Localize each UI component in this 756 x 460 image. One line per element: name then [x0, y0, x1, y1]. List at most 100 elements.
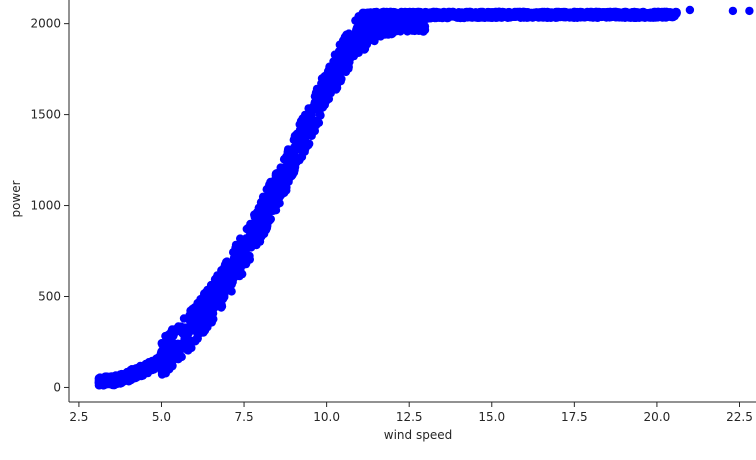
data-point: [603, 10, 612, 19]
y-tick-label: 1000: [30, 199, 61, 213]
y-axis-label: power: [9, 180, 23, 217]
data-point: [334, 47, 344, 56]
data-point: [197, 295, 206, 304]
data-point: [220, 292, 229, 302]
data-point: [276, 163, 285, 172]
data-point: [280, 188, 289, 198]
data-point: [180, 332, 189, 341]
data-point: [220, 279, 229, 288]
y-tick-label: 500: [38, 289, 61, 303]
data-point: [344, 63, 353, 72]
data-point: [299, 131, 308, 140]
x-axis-label: wind speed: [384, 428, 452, 442]
data-point: [537, 10, 546, 19]
data-point: [685, 5, 695, 15]
x-tick-label: 17.5: [561, 410, 588, 424]
data-point: [345, 43, 354, 52]
data-point: [487, 10, 496, 19]
data-point: [392, 26, 401, 35]
data-point: [235, 268, 244, 278]
data-point: [286, 158, 295, 167]
data-point: [307, 131, 316, 140]
x-tick-label: 7.5: [235, 410, 254, 424]
data-point: [418, 11, 427, 20]
data-point: [266, 197, 275, 207]
x-tick-label: 10.0: [313, 410, 340, 424]
data-point: [173, 351, 182, 360]
data-point: [244, 223, 253, 232]
data-point: [270, 178, 279, 187]
data-point: [127, 370, 136, 379]
y-tick-label: 1500: [30, 108, 61, 122]
x-tick-label: 22.5: [726, 410, 753, 424]
data-point: [193, 316, 202, 326]
data-point: [239, 246, 249, 256]
data-point: [319, 90, 328, 99]
data-point: [636, 10, 645, 19]
data-point: [157, 370, 167, 379]
data-point: [253, 223, 262, 232]
data-point: [94, 378, 103, 388]
data-point: [358, 26, 368, 36]
data-point: [360, 15, 369, 24]
data-point: [527, 11, 536, 20]
data-point: [154, 356, 163, 366]
data-point: [728, 6, 738, 16]
data-point: [180, 323, 189, 332]
data-point: [263, 221, 272, 231]
data-point: [147, 361, 156, 370]
data-point: [140, 365, 150, 374]
data-point: [233, 257, 242, 267]
data-point: [305, 117, 315, 127]
scatter-points: [94, 5, 754, 390]
data-point: [341, 32, 350, 41]
data-point: [264, 187, 273, 196]
data-point: [134, 367, 143, 377]
data-point: [428, 10, 437, 20]
x-tick-label: 15.0: [478, 410, 505, 424]
data-point: [553, 10, 562, 19]
data-point: [271, 169, 281, 179]
data-point: [365, 21, 374, 30]
data-point: [745, 6, 754, 16]
data-point: [160, 351, 169, 360]
data-point: [378, 15, 387, 25]
data-point: [520, 10, 529, 19]
data-point: [385, 14, 394, 23]
data-point: [361, 9, 371, 18]
data-point: [107, 376, 117, 386]
data-point: [192, 334, 202, 343]
data-point: [212, 273, 221, 283]
x-tick-label: 2.5: [69, 410, 88, 424]
data-point: [384, 20, 393, 29]
data-point: [333, 78, 342, 87]
data-point: [317, 74, 327, 83]
data-point: [660, 7, 669, 17]
data-point: [408, 11, 417, 20]
data-point: [416, 24, 425, 33]
data-point: [352, 34, 361, 43]
data-point: [272, 185, 282, 194]
data-point: [226, 268, 235, 278]
data-point: [372, 17, 381, 26]
data-point: [474, 10, 483, 19]
data-point: [362, 40, 372, 49]
data-point: [580, 9, 589, 19]
data-point: [397, 18, 406, 27]
data-point: [438, 10, 447, 20]
data-point: [206, 299, 216, 308]
data-point: [325, 64, 334, 74]
data-point: [504, 10, 513, 19]
data-point: [190, 303, 199, 312]
data-point: [167, 346, 176, 355]
x-tick-label: 20.0: [644, 410, 671, 424]
data-point: [259, 210, 269, 219]
data-point: [669, 10, 678, 19]
data-point: [236, 234, 245, 243]
data-point: [114, 375, 123, 384]
data-point: [252, 240, 261, 250]
y-tick-label: 0: [53, 380, 61, 394]
data-point: [619, 10, 629, 19]
data-point: [173, 339, 183, 348]
